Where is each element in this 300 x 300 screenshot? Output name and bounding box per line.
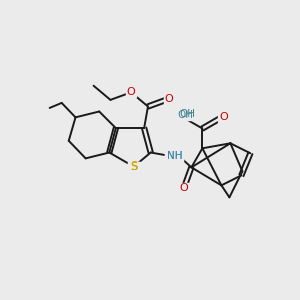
FancyBboxPatch shape: [128, 162, 140, 172]
FancyBboxPatch shape: [126, 87, 136, 97]
Text: S: S: [130, 162, 137, 172]
FancyBboxPatch shape: [128, 162, 140, 172]
FancyBboxPatch shape: [177, 110, 193, 121]
FancyBboxPatch shape: [218, 112, 228, 122]
Text: OH: OH: [179, 110, 195, 119]
Text: O: O: [164, 94, 173, 104]
Text: O: O: [179, 183, 188, 193]
Text: S: S: [130, 160, 137, 173]
FancyBboxPatch shape: [179, 183, 189, 193]
Text: NH: NH: [167, 151, 182, 161]
FancyBboxPatch shape: [165, 151, 183, 161]
Text: O: O: [219, 112, 228, 122]
FancyBboxPatch shape: [165, 151, 183, 161]
Text: O: O: [127, 87, 136, 97]
Text: NH: NH: [167, 151, 182, 161]
FancyBboxPatch shape: [164, 94, 174, 104]
Text: OH: OH: [177, 110, 193, 121]
